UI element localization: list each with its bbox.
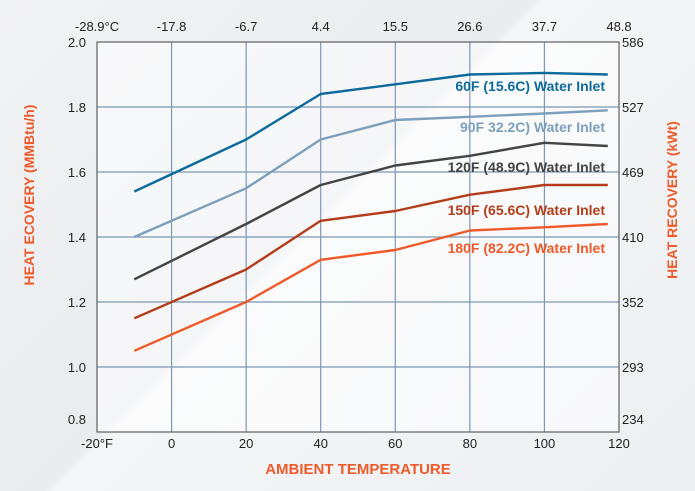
tick-labels: -20°F -28.9°C 0 -17.8 20 -6.7 40 4.4 60 15.5 80 26.…: [68, 19, 644, 451]
x-tick-label-top: 26.6: [457, 19, 482, 34]
x-tick-label-bottom: 40: [313, 436, 327, 451]
x-tick-label-top: 15.5: [383, 19, 408, 34]
x-axis-title: AMBIENT TEMPERATURE: [265, 461, 451, 478]
series-line: [133, 71, 608, 193]
x-tick-label-bottom: 100: [534, 436, 556, 451]
y-tick-label-left: 1.4: [68, 230, 86, 245]
series-line: [133, 109, 608, 239]
y-tick-label-right: 527: [622, 100, 644, 115]
series-line: [133, 222, 608, 352]
series-lines: [133, 71, 608, 352]
y-tick-label-right: 586: [622, 35, 644, 50]
y-tick-label-left: 1.2: [68, 295, 86, 310]
y-tick-label-right: 469: [622, 165, 644, 180]
series-label: 90F 32.2C) Water Inlet: [460, 119, 605, 135]
x-tick-label-top: -17.8: [157, 19, 187, 34]
y-tick-label-right: 410: [622, 230, 644, 245]
grid-lines: [96, 41, 620, 433]
y-tick-label-right: 293: [622, 360, 644, 375]
x-tick-label-top: 48.8: [606, 19, 631, 34]
series-label: 60F (15.6C) Water Inlet: [455, 78, 605, 94]
y-tick-label-left: 1.8: [68, 100, 86, 115]
series-label: 120F (48.9C) Water Inlet: [448, 159, 606, 175]
x-tick-label-top: 37.7: [532, 19, 557, 34]
y-axis-title-left: HEAT ECOVERY (MMBtu/h): [21, 105, 37, 286]
x-tick-label-top: 4.4: [312, 19, 330, 34]
y-tick-label-left: 0.8: [68, 412, 86, 427]
x-tick-label-bottom: 80: [463, 436, 477, 451]
y-tick-label-right: 234: [622, 412, 644, 427]
x-tick-label-top: -28.9°C: [75, 19, 119, 34]
y-tick-label-left: 2.0: [68, 35, 86, 50]
x-tick-label-bottom: 120: [608, 436, 630, 451]
series-line: [133, 183, 608, 320]
series-label: 150F (65.6C) Water Inlet: [448, 202, 606, 218]
series-label: 180F (82.2C) Water Inlet: [448, 240, 606, 256]
series-line: [133, 141, 608, 281]
x-tick-label-bottom: 0: [168, 436, 175, 451]
series-labels: 60F (15.6C) Water Inlet 90F 32.2C) Water …: [448, 78, 606, 256]
y-axis-title-right: HEAT RECOVERY (kWt): [664, 121, 680, 279]
plot-border: [96, 41, 620, 433]
y-tick-label-left: 1.6: [68, 165, 86, 180]
x-tick-label-bottom: 60: [388, 436, 402, 451]
x-tick-label-top: -6.7: [235, 19, 257, 34]
x-tick-label-bottom: -20°F: [81, 436, 113, 451]
y-tick-label-right: 352: [622, 295, 644, 310]
x-tick-label-bottom: 20: [239, 436, 253, 451]
y-tick-label-left: 1.0: [68, 360, 86, 375]
